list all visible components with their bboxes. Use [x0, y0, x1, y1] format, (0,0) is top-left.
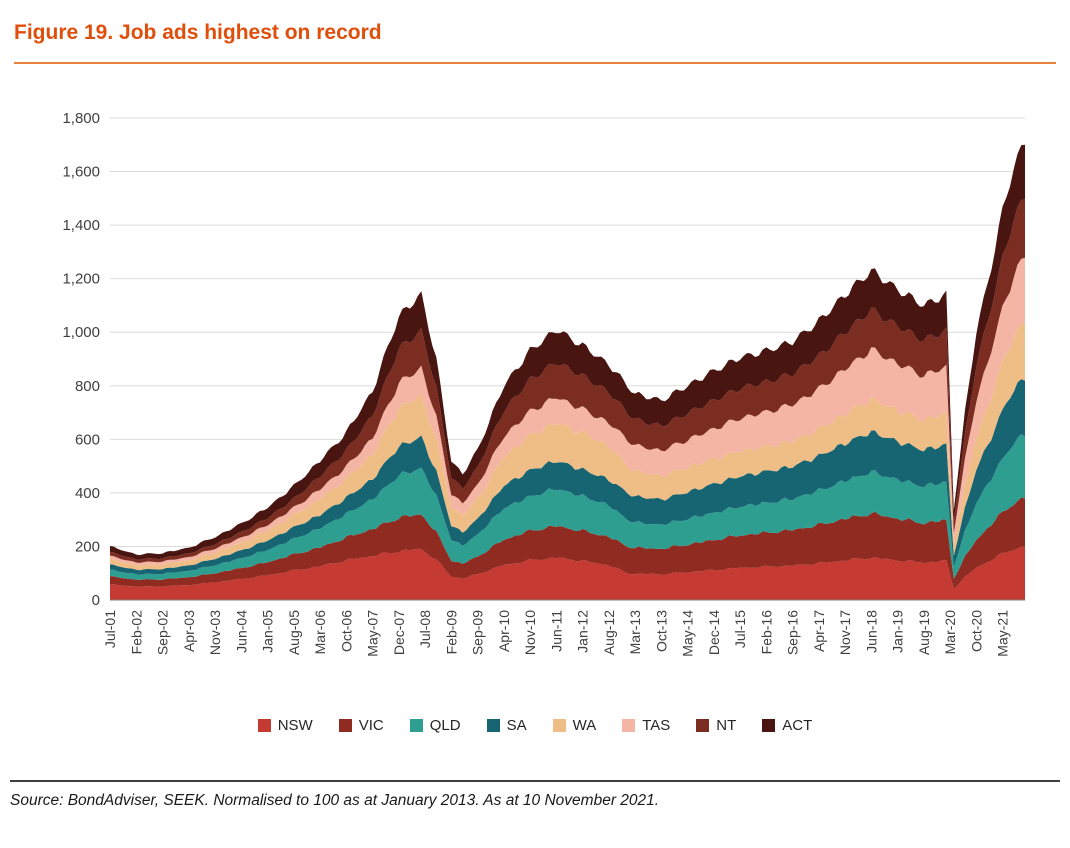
x-tick-label: Jan-19 [890, 610, 906, 653]
y-tick-label: 600 [75, 431, 100, 448]
figure-header: Figure 19. Job ads highest on record [0, 0, 1070, 48]
legend-label: WA [572, 717, 597, 734]
legend-item-wa: WA [552, 717, 597, 734]
area-tas [110, 257, 1025, 566]
x-tick-label: Mar-20 [942, 610, 958, 655]
x-tick-label: Oct-13 [653, 610, 669, 652]
legend-swatch-icon [257, 719, 271, 732]
x-tick-label: Dec-14 [706, 610, 722, 655]
legend-label: VIC [358, 717, 384, 734]
chart-area: 0 200 400 600 800 1,000 1,200 1,400 1,600 1,800 Ju… [0, 80, 1070, 705]
x-tick-label: Jul-01 [102, 610, 118, 648]
area-sa [110, 379, 1025, 575]
legend-item-vic: VIC [338, 717, 384, 734]
x-tick-label: Apr-10 [496, 610, 512, 652]
legend-label: NSW [277, 717, 313, 734]
area-act [110, 144, 1025, 560]
x-tick-label: May-07 [365, 610, 381, 657]
y-tick-label: 200 [75, 538, 100, 555]
x-tick-label: Jun-18 [863, 610, 879, 653]
y-tick-label: 400 [75, 485, 100, 502]
y-tick-label: 800 [75, 378, 100, 395]
x-tick-label: Sep-16 [785, 610, 801, 655]
x-tick-label: Apr-17 [811, 610, 827, 652]
figure-title: Figure 19. Job ads highest on record [14, 21, 382, 44]
legend-label: ACT [782, 717, 813, 734]
title-divider [14, 62, 1056, 64]
area-nsw [110, 546, 1025, 600]
legend-item-act: ACT [762, 717, 812, 734]
x-tick-label: Jul-08 [417, 610, 433, 648]
legend-label: QLD [429, 717, 461, 734]
x-tick-label: Nov-17 [837, 610, 853, 655]
legend-item-nsw: NSW [257, 717, 313, 734]
legend-swatch-icon [486, 719, 500, 732]
legend-item-qld: QLD [409, 717, 461, 734]
legend-swatch-icon [552, 719, 566, 732]
x-tick-label: Sep-02 [155, 610, 171, 655]
y-tick-label: 1,600 [62, 164, 100, 181]
x-tick-label: Jul-15 [732, 610, 748, 648]
y-tick-label: 1,800 [62, 110, 100, 127]
x-tick-label: Feb-16 [758, 610, 774, 655]
area-nt [110, 199, 1025, 563]
x-tick-label: Jan-12 [575, 610, 591, 653]
source-note: Source: BondAdviser, SEEK. Normalised to… [10, 792, 660, 809]
area-wa [110, 323, 1025, 571]
stacked-area-chart: 0 200 400 600 800 1,000 1,200 1,400 1,600 1,800 Ju… [62, 110, 1025, 657]
legend-swatch-icon [622, 719, 636, 732]
x-tick-label: Jun-11 [548, 610, 564, 652]
x-tick-label: Feb-09 [443, 610, 459, 655]
x-tick-label: May-14 [680, 610, 696, 657]
x-tick-label: Aug-05 [286, 610, 302, 655]
area-vic [110, 497, 1025, 589]
y-tick-label: 1,000 [62, 324, 100, 341]
chart-legend: NSW VIC QLD SA WA TAS NT ACT [0, 717, 1070, 734]
x-tick-label: Aug-19 [916, 610, 932, 655]
x-tick-label: Jan-05 [260, 610, 276, 653]
x-tick-label: Aug-12 [601, 610, 617, 655]
x-tick-label: Nov-10 [522, 610, 538, 655]
legend-item-sa: SA [486, 717, 527, 734]
y-tick-label: 0 [92, 592, 100, 609]
x-tick-label: Mar-06 [312, 610, 328, 655]
area-qld [110, 434, 1025, 580]
legend-label: NT [716, 717, 737, 734]
x-tick-label: Mar-13 [627, 610, 643, 655]
legend-label: SA [506, 717, 527, 734]
legend-swatch-icon [762, 719, 776, 732]
x-tick-label: Dec-07 [391, 610, 407, 655]
legend-item-nt: NT [696, 717, 736, 734]
y-tick-label: 1,200 [62, 271, 100, 288]
legend-item-tas: TAS [622, 717, 670, 734]
y-tick-label: 1,400 [62, 217, 100, 234]
source-divider [10, 780, 1060, 782]
legend-swatch-icon [338, 719, 352, 732]
x-tick-label: Oct-20 [968, 610, 984, 652]
x-tick-label: Feb-02 [128, 610, 144, 655]
legend-swatch-icon [409, 719, 423, 732]
x-tick-label: Jun-04 [233, 610, 249, 653]
legend-label: TAS [642, 717, 671, 734]
legend-swatch-icon [696, 719, 710, 732]
x-tick-label: Apr-03 [181, 610, 197, 652]
x-tick-label: May-21 [995, 610, 1011, 657]
x-tick-label: Sep-09 [470, 610, 486, 655]
x-tick-label: Nov-03 [207, 610, 223, 655]
x-tick-label: Oct-06 [338, 610, 354, 652]
